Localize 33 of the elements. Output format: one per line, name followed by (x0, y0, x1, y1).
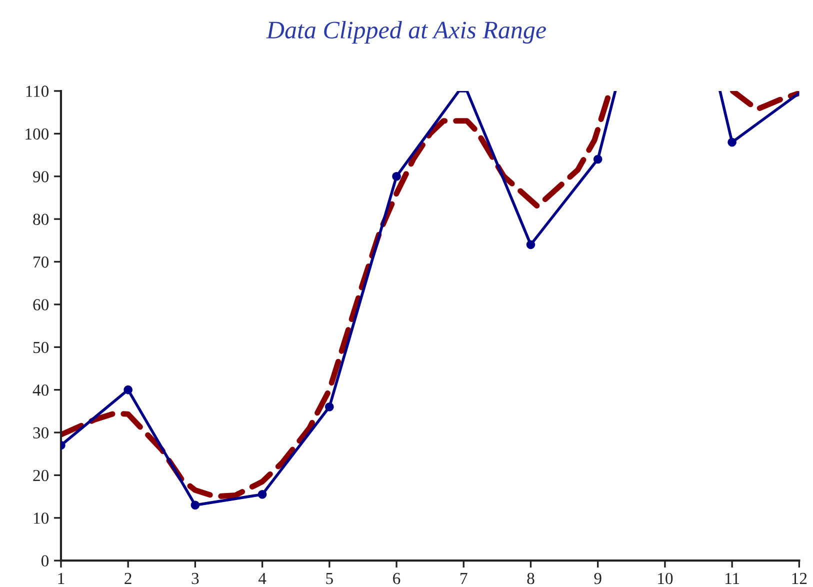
point (593, 154, 602, 164)
y-tick-label: 0 (41, 555, 49, 567)
y-tick-label: 90 (33, 171, 49, 182)
y-tick-label: 50 (33, 342, 49, 354)
chart-title: Data Clipped at Axis Range (266, 20, 546, 44)
y-tick-label: 10 (34, 512, 49, 524)
x-tick-label: 11 (726, 572, 740, 584)
x-tick-label: 8 (527, 572, 534, 584)
x-tick-label: 9 (594, 572, 602, 584)
x-tick-label: 2 (124, 572, 132, 584)
point (124, 385, 132, 394)
x-tick-label: 7 (460, 573, 468, 584)
x-tick-label: 1 (58, 572, 64, 584)
point (728, 138, 736, 147)
x-tick-label: 6 (393, 572, 400, 584)
y-tick-label: 80 (33, 214, 49, 226)
x-tick-label: 10 (658, 572, 673, 584)
point (526, 240, 536, 250)
x-tick-label: 5 (326, 573, 333, 584)
y-tick-label: 110 (26, 86, 49, 97)
x-tick-label: 12 (792, 572, 807, 584)
y-tick-label: 20 (33, 470, 49, 482)
y-tick-label: 30 (33, 427, 49, 438)
y-tick-label: 40 (32, 384, 49, 396)
y-tick-label: 70 (34, 256, 49, 268)
y-tick-label: 60 (33, 299, 49, 310)
point (325, 402, 334, 412)
point (392, 172, 401, 181)
point (258, 490, 267, 499)
x-tick-label: 3 (192, 572, 199, 584)
x-tick-label: 4 (258, 572, 266, 584)
y-tick-label: 100 (26, 128, 49, 140)
point (190, 500, 200, 510)
